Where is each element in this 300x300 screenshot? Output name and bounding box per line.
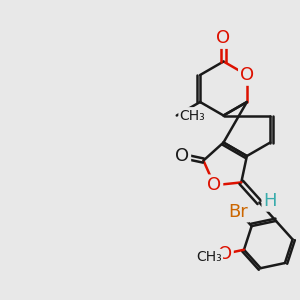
Text: CH₃: CH₃ (180, 109, 206, 122)
Text: O: O (240, 66, 254, 84)
Text: O: O (218, 245, 232, 263)
Text: O: O (216, 29, 231, 47)
Text: Br: Br (229, 202, 248, 220)
Text: O: O (175, 147, 189, 165)
Text: CH₃: CH₃ (196, 250, 222, 264)
Text: O: O (207, 176, 221, 194)
Text: H: H (263, 192, 277, 210)
